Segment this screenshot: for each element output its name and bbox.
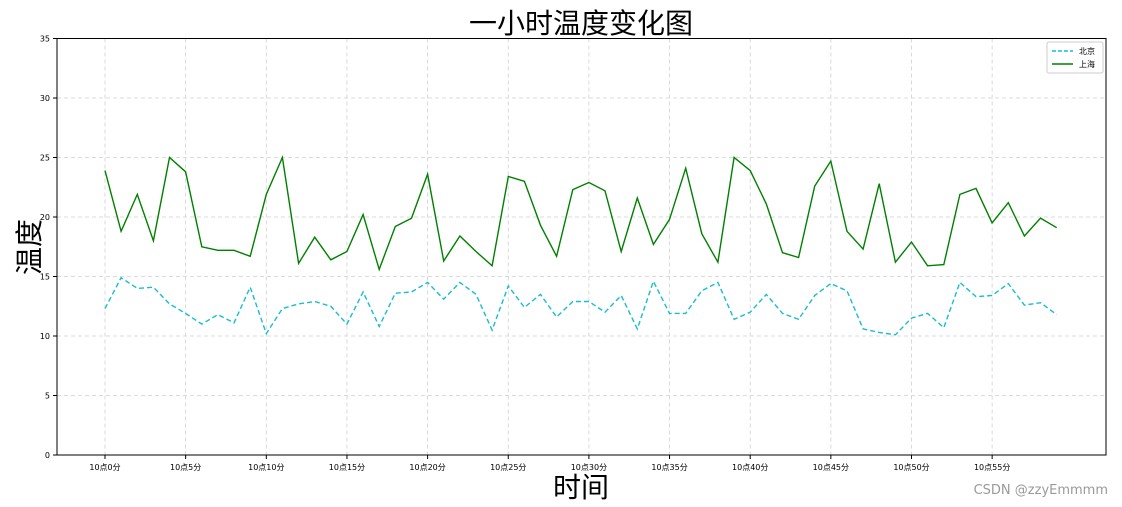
y-tick-label: 0 bbox=[45, 451, 50, 460]
grid bbox=[57, 38, 1106, 455]
chart-title: 一小时温度变化图 bbox=[469, 7, 693, 40]
x-tick-label: 10点20分 bbox=[409, 463, 445, 472]
y-tick-label: 30 bbox=[40, 94, 50, 103]
x-tick-label: 10点50分 bbox=[893, 463, 929, 472]
legend-label: 上海 bbox=[1079, 59, 1095, 69]
x-tick-label: 10点25分 bbox=[490, 463, 526, 472]
x-tick-label: 10点55分 bbox=[974, 463, 1010, 472]
legend-box bbox=[1046, 41, 1104, 74]
x-tick-label: 10点35分 bbox=[651, 463, 687, 472]
y-tick-label: 10 bbox=[40, 332, 50, 341]
x-tick-label: 10点0分 bbox=[89, 463, 120, 472]
series-line-shanghai bbox=[104, 155, 1058, 272]
legend-label: 北京 bbox=[1079, 46, 1095, 56]
x-tick-label: 10点5分 bbox=[170, 463, 201, 472]
y-tick-label: 35 bbox=[40, 35, 50, 44]
y-axis: 0 5 10 15 20 25 30 35 bbox=[40, 35, 57, 460]
y-tick-label: 25 bbox=[40, 154, 50, 163]
series-lines bbox=[104, 155, 1058, 336]
series-line-beijing bbox=[104, 276, 1058, 336]
plot-frame bbox=[56, 38, 1107, 456]
x-axis-label: 时间 bbox=[553, 471, 609, 504]
x-tick-label: 10点15分 bbox=[329, 463, 365, 472]
x-tick-label: 10点45分 bbox=[813, 463, 849, 472]
x-axis: 10点0分 10点5分 10点10分 10点15分 10点20分 10点25分 10点30分… bbox=[89, 455, 1010, 472]
y-tick-label: 20 bbox=[40, 213, 50, 222]
x-tick-label: 10点40分 bbox=[732, 463, 768, 472]
watermark: CSDN @zzyEmmmm bbox=[973, 483, 1108, 498]
x-tick-label: 10点30分 bbox=[571, 463, 607, 472]
y-tick-label: 5 bbox=[45, 392, 50, 401]
y-tick-label: 15 bbox=[40, 273, 50, 282]
x-tick-label: 10点10分 bbox=[248, 463, 284, 472]
y-axis-label: 温度 bbox=[13, 219, 46, 275]
